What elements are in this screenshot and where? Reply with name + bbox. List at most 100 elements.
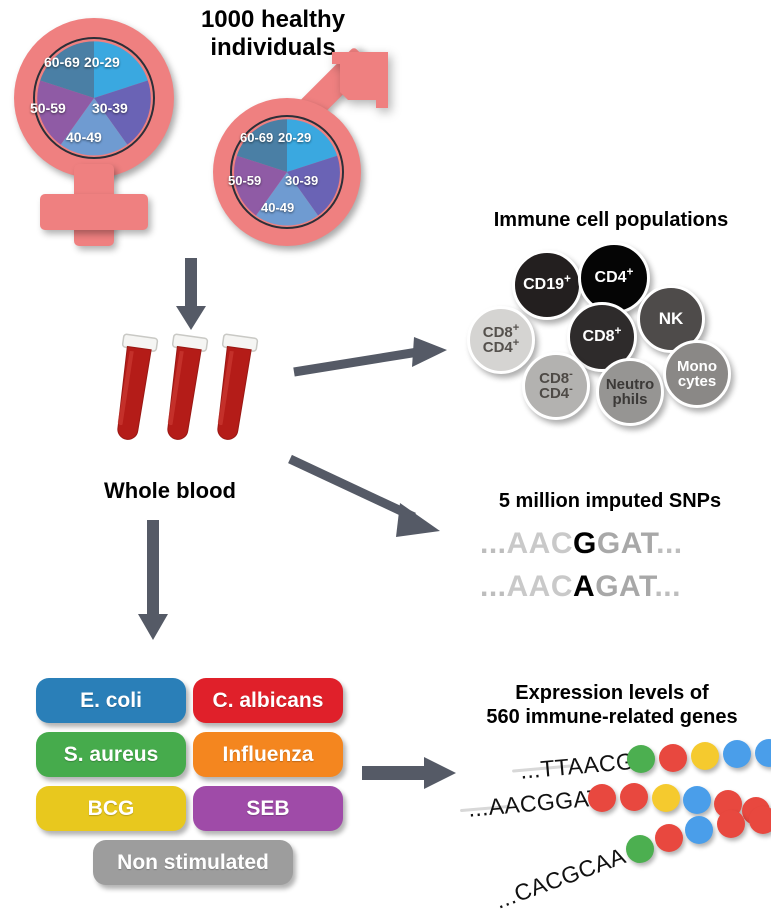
stimulus-label: Influenza: [222, 742, 314, 766]
male-pie-label-20-29: 20-29: [278, 130, 312, 145]
snp-right-bases: GAT: [596, 527, 657, 560]
female-age-pie: [33, 37, 155, 159]
snp-left-bases: AAC: [506, 570, 574, 603]
whole-blood-label: Whole blood: [104, 478, 236, 503]
snp-alleles: ...AACGGAT... ...AACAGAT...: [480, 525, 750, 615]
male-pie-label-50-59: 50-59: [228, 173, 262, 188]
cell-label-line1: Neutro: [605, 375, 655, 393]
female-pie-label-40-49: 40-49: [66, 129, 102, 145]
male-pie-label-30-39: 30-39: [285, 173, 319, 188]
strand-sequence: ...AACGGAT: [467, 784, 603, 822]
snp-prefix: ...: [480, 527, 507, 560]
pie-slice-50-59: [234, 155, 287, 216]
snp-suffix: ...: [654, 570, 681, 603]
pie-slice-60-69: [236, 119, 287, 172]
expression-bead: [685, 816, 713, 844]
male-symbol-arrowhead: [332, 52, 388, 108]
stimulus-e-coli[interactable]: E. coli: [36, 678, 186, 723]
snp-variant-base: G: [573, 527, 597, 560]
stimuli-panel: E. coli C. albicans S. aureus Influenza …: [30, 678, 350, 898]
pie-slice-30-39: [287, 155, 340, 216]
whole-blood-tubes: [110, 330, 270, 460]
blood-tube-body: [117, 345, 152, 440]
stimulus-label: BCG: [87, 796, 135, 820]
immune-cell-cluster: CD19+ CD4+ CD8+ CD4+ CD8+ NK CD8- CD4- N…: [460, 240, 765, 426]
blood-tube-body: [217, 345, 252, 440]
arrow-blood-to-stimuli: [134, 520, 174, 642]
pie-slice-60-69: [40, 41, 94, 98]
cell-label: NK: [658, 309, 684, 329]
snp-allele-row: ...AACGGAT...: [480, 527, 683, 561]
stimulus-label: E. coli: [80, 688, 142, 712]
cell-label: CD8+: [582, 323, 622, 345]
stimulus-label: S. aureus: [63, 742, 159, 766]
cell-neutrophils: Neutro phils: [596, 358, 664, 426]
expression-heading-line2: 560 immune-related genes: [486, 705, 738, 728]
strand-sequence: ...CACGCAA: [491, 842, 630, 914]
snp-prefix: ...: [480, 570, 507, 603]
expression-bead: [755, 739, 771, 767]
cohort-title-line1: 1000 healthy: [200, 6, 346, 33]
expression-bead: [655, 824, 683, 852]
expression-bead: [691, 742, 719, 770]
expression-heading-line1: Expression levels of: [515, 682, 709, 704]
expression-bead: [659, 744, 687, 772]
stimulus-bcg[interactable]: BCG: [36, 786, 186, 831]
expression-bead: [627, 745, 655, 773]
cell-monocytes: Mono cytes: [663, 340, 731, 408]
stimulus-non-stimulated[interactable]: Non stimulated: [93, 840, 293, 885]
cohort-title-line2: individuals: [210, 34, 336, 62]
snp-left-bases: AAC: [506, 527, 574, 560]
female-sex-symbol: 20-29 30-39 40-49 50-59 60-69: [8, 14, 193, 249]
cell-label: CD4+: [594, 264, 634, 286]
expression-bead: [723, 740, 751, 768]
female-pie-label-20-29: 20-29: [84, 54, 120, 70]
arrow-stimuli-to-expression: [362, 755, 462, 795]
stimulus-label: C. albicans: [212, 688, 324, 712]
stimulus-c-albicans[interactable]: C. albicans: [193, 678, 343, 723]
cell-label-line1: CD8-: [539, 367, 573, 387]
pie-slice-50-59: [37, 80, 94, 145]
snp-allele-row: ...AACAGAT...: [480, 570, 681, 604]
pie-slice-20-29: [94, 41, 148, 98]
cell-label: CD19+: [523, 271, 571, 293]
cell-label-line2: phils: [612, 391, 648, 408]
cohort-title: 1000 healthy individuals: [168, 6, 378, 63]
pie-slice-40-49: [60, 98, 128, 156]
cell-label-line2: CD4-: [539, 383, 573, 402]
stimulus-label: SEB: [246, 796, 290, 820]
expression-bead: [588, 784, 616, 812]
snp-right-bases: GAT: [595, 570, 655, 603]
cell-cd19-positive: CD19+: [512, 250, 582, 320]
cell-cd8-cd4-double-positive: CD8+ CD4+: [467, 306, 535, 374]
female-symbol-crossbar: [40, 194, 148, 230]
expression-bead: [626, 835, 654, 863]
stimulus-label: Non stimulated: [117, 850, 269, 874]
female-pie-label-60-69: 60-69: [44, 54, 80, 70]
female-pie-label-50-59: 50-59: [30, 100, 66, 116]
cell-label-line1: CD8+: [482, 321, 520, 341]
cell-cd8-cd4-double-negative: CD8- CD4-: [522, 352, 590, 420]
pie-slice-20-29: [287, 119, 338, 172]
male-pie-label-40-49: 40-49: [261, 200, 295, 215]
cell-label-line2: CD4+: [482, 337, 520, 356]
snps-heading: 5 million imputed SNPs: [498, 490, 722, 512]
male-pie-label-60-69: 60-69: [240, 130, 274, 145]
female-pie-label-30-39: 30-39: [92, 100, 128, 116]
blood-tube-body: [167, 345, 202, 440]
expression-bead: [683, 786, 711, 814]
expression-bead: [749, 806, 771, 834]
expression-bead: [717, 810, 745, 838]
gene-expression-strands: ...TTAACGG ...AACGGAT ...CACGCAA: [440, 739, 771, 920]
stimulus-s-aureus[interactable]: S. aureus: [36, 732, 186, 777]
arrow-blood-to-snps: [288, 454, 448, 545]
expression-bead: [620, 783, 648, 811]
snp-variant-base: A: [573, 570, 596, 603]
pie-slice-40-49: [255, 172, 319, 226]
cell-cd4-positive: CD4+: [578, 242, 650, 314]
cell-label-line1: Mono: [677, 357, 717, 375]
pie-slice-30-39: [94, 80, 151, 145]
stimulus-seb[interactable]: SEB: [193, 786, 343, 831]
snp-suffix: ...: [656, 527, 683, 560]
stimulus-influenza[interactable]: Influenza: [193, 732, 343, 777]
